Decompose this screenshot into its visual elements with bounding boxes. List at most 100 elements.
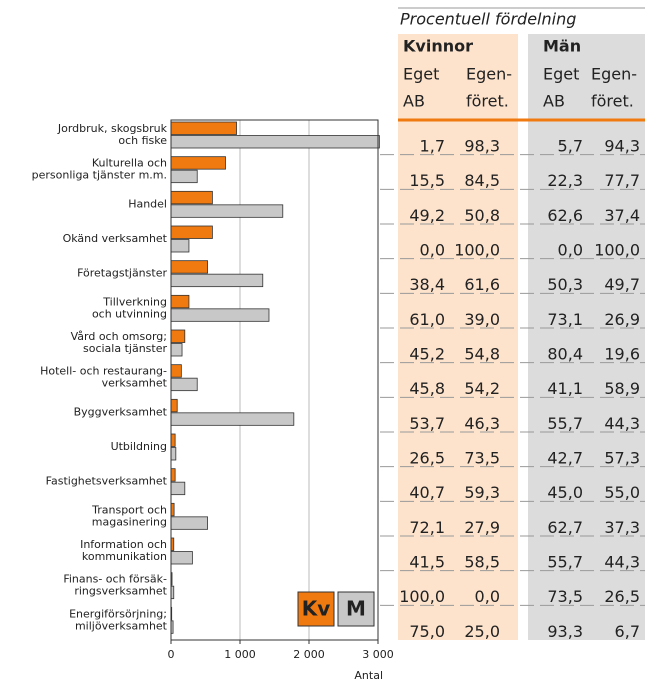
column-header: Eget (543, 65, 579, 84)
table-cell: 22,3 (547, 171, 583, 190)
table-cell: 19,6 (604, 345, 640, 364)
bar (170, 447, 177, 461)
table-cell: 58,5 (464, 553, 500, 572)
bar (170, 294, 190, 309)
table-cell: 73,1 (547, 310, 583, 329)
legend-swatch (297, 591, 335, 627)
category-label: Hotell- och restaurang-verksamhet (40, 365, 168, 390)
category-label-line: Transport och (91, 503, 167, 516)
table-cell: 93,3 (547, 622, 583, 641)
bar (170, 468, 176, 482)
table-cell: 5,7 (558, 137, 583, 156)
table-cell: 55,0 (604, 483, 640, 502)
legend-label: Kv (302, 597, 331, 621)
table-cell: 6,7 (615, 622, 640, 641)
category-label: Okänd verksamhet (63, 232, 168, 245)
table-cell: 45,2 (409, 345, 445, 364)
bar (170, 364, 182, 378)
category-label-line: Jordbruk, skogsbruk (57, 122, 168, 135)
column-header: föret. (466, 92, 509, 111)
table-cell: 37,4 (604, 206, 640, 225)
table-cell: 84,5 (464, 171, 500, 190)
table-cell: 57,3 (604, 449, 640, 468)
table-cell: 77,7 (604, 171, 640, 190)
table-cell: 54,2 (464, 379, 500, 398)
bar (170, 260, 208, 274)
table-cell: 44,3 (604, 414, 640, 433)
category-label-line: Fastighetsverksamhet (46, 475, 168, 488)
table-cell: 44,3 (604, 553, 640, 572)
table-cell: 80,4 (547, 345, 583, 364)
category-label-line: Energiförsörjning; (69, 607, 167, 620)
bar (170, 308, 270, 322)
table-cell: 100,0 (594, 241, 640, 260)
table-cell: 98,3 (464, 137, 500, 156)
table-cell: 62,6 (547, 206, 583, 225)
table-cell: 75,0 (409, 622, 445, 641)
table-cell: 41,1 (547, 379, 583, 398)
column-header: Egen- (591, 65, 637, 84)
table-cell: 94,3 (604, 137, 640, 156)
table-cell: 15,5 (409, 171, 445, 190)
table-cell: 55,7 (547, 414, 583, 433)
table-cell: 59,3 (464, 483, 500, 502)
bar (170, 377, 198, 392)
category-label-line: kommunikation (82, 550, 167, 563)
category-label: Vård och omsorg; sociala tjänster (71, 330, 168, 355)
bar (170, 398, 178, 413)
category-label-line: Hotell- och restaurang- (40, 365, 167, 378)
table-cell: 40,7 (409, 483, 445, 502)
table-cell: 100,0 (399, 587, 445, 606)
table-cell: 38,4 (409, 275, 445, 294)
category-label: Utbildning (111, 440, 167, 453)
column-header: föret. (591, 92, 634, 111)
legend-swatch (337, 591, 375, 627)
x-tick-label: 1 000 (224, 648, 256, 661)
bar (170, 273, 264, 288)
table-cell: 53,7 (409, 414, 445, 433)
table-cell: 58,9 (604, 379, 640, 398)
column-header: AB (403, 92, 425, 111)
women-column-bg (398, 34, 518, 640)
bar (170, 169, 198, 184)
column-header: AB (543, 92, 565, 111)
table-cell: 0,0 (475, 587, 500, 606)
group-header: Kvinnor (403, 37, 473, 56)
category-label-line: Tillverkning (102, 295, 167, 308)
x-tick-label: 0 (168, 648, 175, 661)
men-column-bg (528, 34, 645, 640)
category-label-line: Finans- och försäk- (63, 573, 167, 586)
table-cell: 61,0 (409, 310, 445, 329)
category-label-line: och fiske (118, 134, 167, 147)
category-label: Information och kommunikation (80, 538, 167, 563)
bar (170, 190, 213, 205)
bar (170, 516, 208, 530)
table-cell: 45,8 (409, 379, 445, 398)
table-cell: 49,2 (409, 206, 445, 225)
table-cell: 41,5 (409, 553, 445, 572)
category-label-line: Företagstjänster (77, 267, 167, 280)
bar (170, 551, 193, 565)
category-label-line: magasinering (92, 515, 167, 528)
table-cell: 0,0 (420, 241, 445, 260)
table-cell: 72,1 (409, 518, 445, 537)
table-cell: 50,8 (464, 206, 500, 225)
category-label: Fastighetsverksamhet (46, 475, 168, 488)
bar (170, 481, 186, 496)
bar (170, 239, 190, 253)
category-label-line: verksamhet (102, 377, 168, 390)
category-label: Tillverkning och utvinning (92, 295, 167, 320)
category-label-line: och utvinning (92, 307, 167, 320)
bar (170, 343, 183, 357)
table-cell: 46,3 (464, 414, 500, 433)
bar (170, 121, 237, 135)
column-header: Eget (403, 65, 439, 84)
table-cell: 61,6 (464, 275, 500, 294)
category-label-line: Okänd verksamhet (63, 232, 168, 245)
category-label: Företagstjänster (77, 267, 167, 280)
table-cell: 54,8 (464, 345, 500, 364)
table-cell: 1,7 (420, 137, 445, 156)
bar (170, 433, 176, 447)
category-label-line: sociala tjänster (83, 342, 167, 355)
